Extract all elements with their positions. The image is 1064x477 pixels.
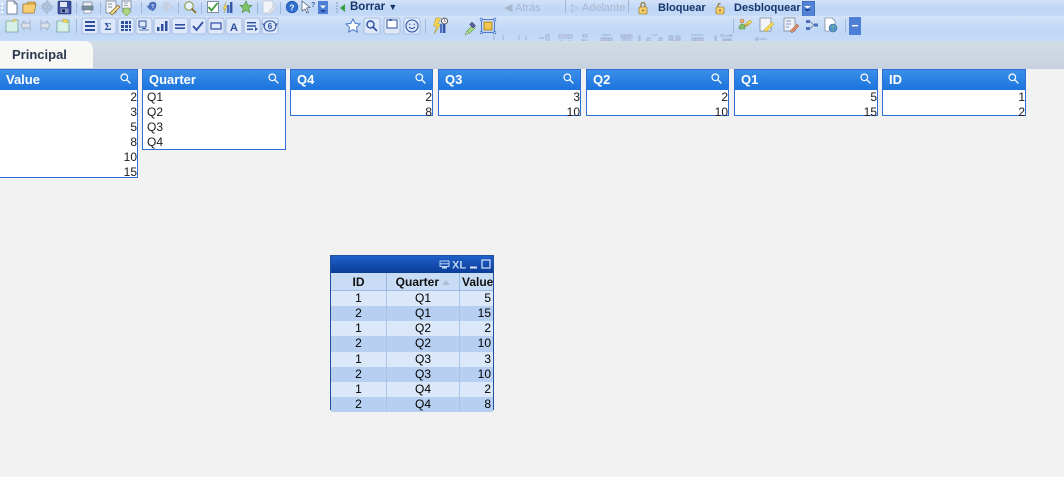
svg-text:XL: XL <box>452 260 466 272</box>
